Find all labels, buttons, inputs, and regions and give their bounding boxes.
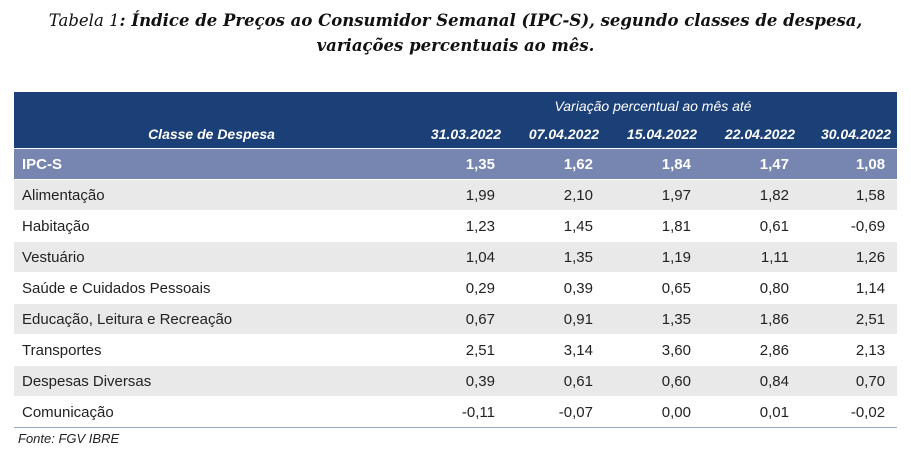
table-title-text: : Índice de Preços ao Consumidor Semanal…	[119, 11, 863, 30]
table-row: Alimentação 1,99 2,10 1,97 1,82 1,58	[14, 179, 898, 211]
value-cell: 1,99	[409, 179, 507, 211]
group-header-label: Variação percentual ao mês até	[554, 98, 752, 114]
value-cell: 1,86	[703, 303, 801, 335]
table-row: Vestuário 1,04 1,35 1,19 1,11 1,26	[14, 241, 898, 273]
value-cell: 0,00	[605, 396, 703, 428]
value-cell: 0,39	[409, 365, 507, 397]
group-header: Variação percentual ao mês até	[409, 92, 898, 120]
source-note: Fonte: FGV IBRE	[18, 431, 120, 446]
value-cell: 1,26	[801, 241, 898, 273]
value-cell: 1,84	[605, 148, 703, 180]
value-cell: 0,39	[507, 272, 605, 304]
value-cell: 1,11	[703, 241, 801, 273]
row-label: Educação, Leitura e Recreação	[14, 303, 409, 335]
table-title-label: Tabela 1	[48, 11, 120, 30]
value-cell: 2,86	[703, 334, 801, 366]
ipc-s-table: Variação percentual ao mês até Classe de…	[14, 92, 898, 428]
value-cell: -0,69	[801, 210, 898, 242]
value-cell: 1,04	[409, 241, 507, 273]
value-cell: 1,81	[605, 210, 703, 242]
highlight-row: IPC-S 1,35 1,62 1,84 1,47 1,08	[14, 148, 898, 180]
value-cell: 0,91	[507, 303, 605, 335]
value-cell: 0,61	[703, 210, 801, 242]
value-cell: 2,13	[801, 334, 898, 366]
row-label: Despesas Diversas	[14, 365, 409, 397]
table-row: Despesas Diversas 0,39 0,61 0,60 0,84 0,70	[14, 365, 898, 397]
date-header: 30.04.2022	[801, 120, 898, 149]
header-row-columns: Classe de Despesa 31.03.2022 07.04.2022 15…	[14, 120, 898, 149]
value-cell: 2,51	[801, 303, 898, 335]
date-header: 07.04.2022	[507, 120, 605, 149]
table-body: IPC-S 1,35 1,62 1,84 1,47 1,08 Alimentação 1,99…	[14, 148, 898, 428]
row-label: Saúde e Cuidados Pessoais	[14, 272, 409, 304]
row-label: Comunicação	[14, 396, 409, 428]
date-header: 22.04.2022	[703, 120, 801, 149]
value-cell: 1,19	[605, 241, 703, 273]
value-cell: 0,80	[703, 272, 801, 304]
value-cell: 0,65	[605, 272, 703, 304]
value-cell: -0,11	[409, 396, 507, 428]
date-header: 15.04.2022	[605, 120, 703, 149]
row-label: Alimentação	[14, 179, 409, 211]
value-cell: 3,14	[507, 334, 605, 366]
value-cell: 1,23	[409, 210, 507, 242]
value-cell: 0,60	[605, 365, 703, 397]
table-row: Comunicação -0,11 -0,07 0,00 0,01 -0,02	[14, 396, 898, 428]
row-label: Habitação	[14, 210, 409, 242]
value-cell: 1,82	[703, 179, 801, 211]
table-title-line-2: variações percentuais ao mês.	[316, 36, 595, 55]
value-cell: 0,29	[409, 272, 507, 304]
value-cell: 0,70	[801, 365, 898, 397]
table-title: Tabela 1: Índice de Preços ao Consumidor…	[0, 8, 911, 58]
category-header: Classe de Despesa	[14, 120, 409, 149]
value-cell: 0,01	[703, 396, 801, 428]
value-cell: 1,45	[507, 210, 605, 242]
table-row: Transportes 2,51 3,14 3,60 2,86 2,13	[14, 334, 898, 366]
value-cell: 0,61	[507, 365, 605, 397]
row-label: IPC-S	[14, 148, 409, 180]
table-title-line-1: Tabela 1: Índice de Preços ao Consumidor…	[0, 8, 911, 33]
value-cell: 1,35	[409, 148, 507, 180]
value-cell: 2,51	[409, 334, 507, 366]
date-header: 31.03.2022	[409, 120, 507, 149]
value-cell: 1,14	[801, 272, 898, 304]
value-cell: 1,47	[703, 148, 801, 180]
table-row: Saúde e Cuidados Pessoais 0,29 0,39 0,65 0,8…	[14, 272, 898, 304]
value-cell: -0,07	[507, 396, 605, 428]
value-cell: 0,67	[409, 303, 507, 335]
table-row: Educação, Leitura e Recreação 0,67 0,91 1,3…	[14, 303, 898, 335]
row-label: Transportes	[14, 334, 409, 366]
header-empty-cell	[14, 92, 409, 120]
value-cell: 1,62	[507, 148, 605, 180]
value-cell: 3,60	[605, 334, 703, 366]
header-row-group: Variação percentual ao mês até	[14, 92, 898, 120]
value-cell: 1,58	[801, 179, 898, 211]
value-cell: 0,84	[703, 365, 801, 397]
value-cell: 1,35	[605, 303, 703, 335]
table-row: Habitação 1,23 1,45 1,81 0,61 -0,69	[14, 210, 898, 242]
value-cell: 1,08	[801, 148, 898, 180]
value-cell: 1,35	[507, 241, 605, 273]
row-label: Vestuário	[14, 241, 409, 273]
value-cell: 1,97	[605, 179, 703, 211]
value-cell: 2,10	[507, 179, 605, 211]
value-cell: -0,02	[801, 396, 898, 428]
